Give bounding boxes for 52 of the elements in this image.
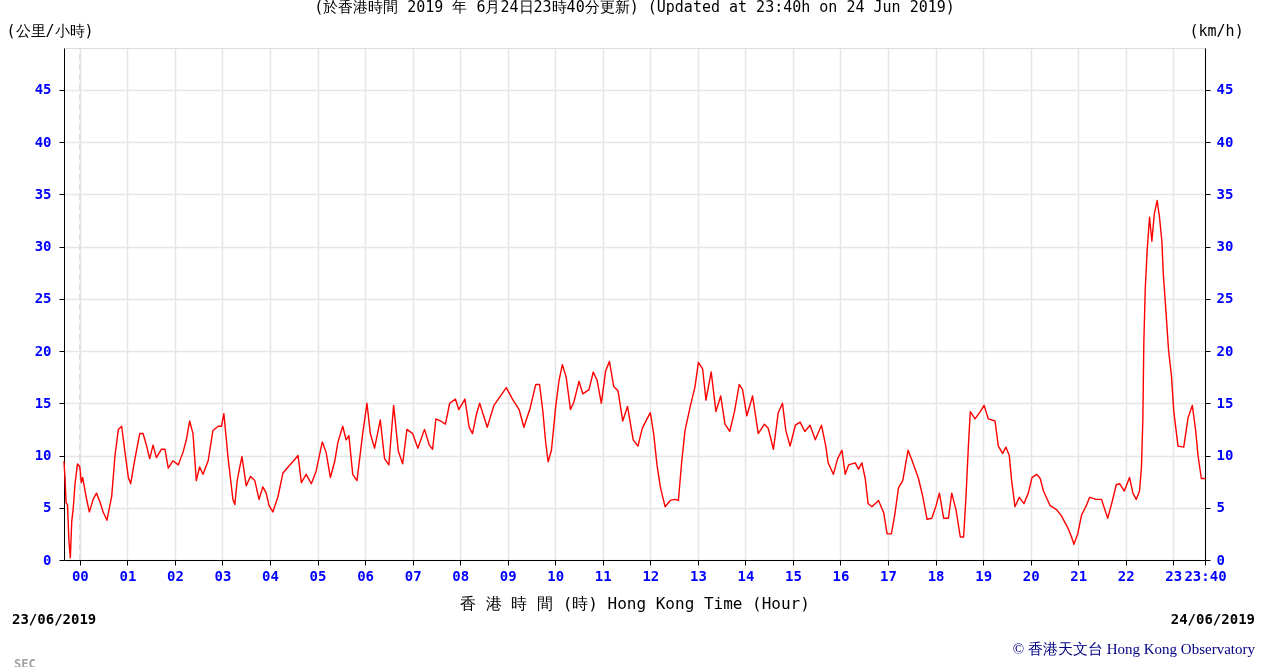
x-tick-label: 14 bbox=[737, 567, 755, 584]
y-tick-label: 35 bbox=[34, 185, 52, 202]
y-tick-label: 25 bbox=[34, 290, 52, 307]
y-tick-label: 30 bbox=[34, 238, 52, 255]
x-tick-label: 08 bbox=[452, 567, 470, 584]
x-tick-label: 23:40 bbox=[1184, 567, 1227, 584]
y2-tick-label: 40 bbox=[1216, 133, 1234, 150]
y2-axis-title: (km/h) bbox=[1189, 21, 1244, 40]
x-tick-label: 18 bbox=[927, 567, 945, 584]
x-tick-label: 19 bbox=[975, 567, 993, 584]
y-tick-label: 40 bbox=[34, 133, 52, 150]
x-tick-label: 10 bbox=[547, 567, 565, 584]
y-tick-label: 45 bbox=[34, 81, 52, 98]
x-tick-label: 11 bbox=[594, 567, 612, 584]
chart-title: (於香港時間 2019 年 6月24日23時40分更新) (Updated at 23:40h on 24 Jun 2019) bbox=[314, 0, 955, 16]
x-tick-label: 04 bbox=[262, 567, 279, 584]
y2-tick-label: 30 bbox=[1216, 238, 1234, 255]
x-tick-label: 20 bbox=[1022, 567, 1040, 584]
x-tick-label: 22 bbox=[1117, 567, 1135, 584]
x-tick-label: 23 bbox=[1165, 567, 1183, 584]
x-tick-label: 05 bbox=[309, 567, 327, 584]
y2-tick-label: 35 bbox=[1216, 185, 1234, 202]
x-tick-label: 03 bbox=[214, 567, 232, 584]
y2-tick-label: 0 bbox=[1216, 551, 1225, 568]
y-tick-label: 15 bbox=[34, 394, 52, 411]
y-tick-label: 5 bbox=[43, 499, 52, 516]
x-tick-label: 06 bbox=[357, 567, 375, 584]
x-tick-label: 21 bbox=[1070, 567, 1088, 584]
x-tick-label: 01 bbox=[119, 567, 137, 584]
y-tick-label: 20 bbox=[34, 342, 52, 359]
y2-tick-label: 20 bbox=[1216, 342, 1234, 359]
x-tick-label: 09 bbox=[499, 567, 517, 584]
x-tick-label: 16 bbox=[832, 567, 850, 584]
y2-tick-label: 25 bbox=[1216, 290, 1234, 307]
y2-tick-label: 5 bbox=[1216, 499, 1225, 516]
text: 24/06/2019 bbox=[1170, 611, 1255, 627]
y-tick-label: 0 bbox=[43, 551, 52, 568]
x-tick-label: 17 bbox=[880, 567, 897, 584]
y-axis-title: (公里/小時) bbox=[6, 21, 94, 40]
y-tick-label: 10 bbox=[34, 447, 52, 464]
x-tick-label: 07 bbox=[404, 567, 422, 584]
x-tick-label: 00 bbox=[71, 567, 89, 584]
x-tick-label: 13 bbox=[689, 567, 707, 584]
y2-tick-label: 15 bbox=[1216, 394, 1234, 411]
x-tick-label: 15 bbox=[785, 567, 802, 584]
x-axis-title: 香 港 時 間 (時) Hong Kong Time (Hour) bbox=[460, 593, 810, 613]
text: 23/06/2019 bbox=[12, 611, 97, 627]
text: © 香港天文台 Hong Kong Observatory bbox=[1012, 641, 1256, 657]
x-tick-label: 12 bbox=[642, 567, 660, 584]
y2-tick-label: 10 bbox=[1216, 447, 1234, 464]
x-tick-label: 02 bbox=[166, 567, 184, 584]
y2-tick-label: 45 bbox=[1216, 81, 1234, 98]
